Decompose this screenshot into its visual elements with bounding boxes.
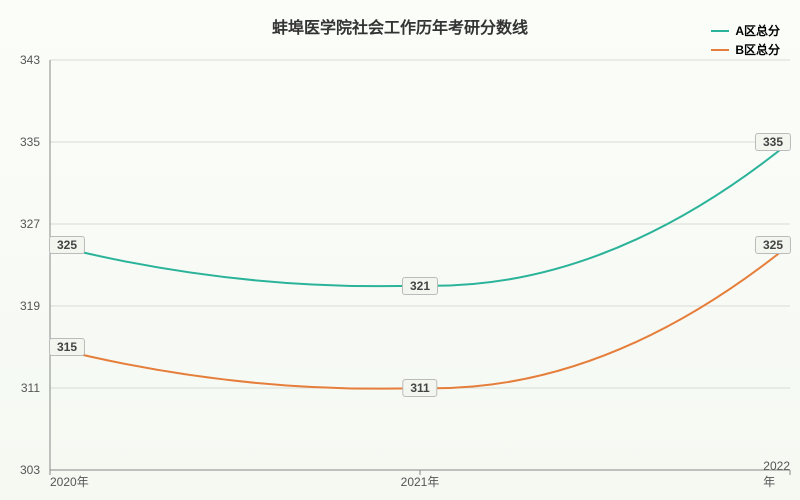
series-paths xyxy=(50,142,790,389)
ytick-label: 327 xyxy=(10,217,40,231)
chart-container: 蚌埠医学院社会工作历年考研分数线 A区总分 B区总分 3033113193273… xyxy=(0,0,800,500)
xtick-label: 2020年 xyxy=(50,473,89,490)
series-line xyxy=(50,142,790,286)
data-point-label: 335 xyxy=(755,133,791,151)
ytick-label: 335 xyxy=(10,135,40,149)
ytick-label: 303 xyxy=(10,463,40,477)
data-point-label: 325 xyxy=(755,236,791,254)
gridlines xyxy=(50,60,790,470)
data-point-label: 315 xyxy=(49,338,85,356)
xtick-label: 2021年 xyxy=(401,473,440,490)
ytick-label: 343 xyxy=(10,53,40,67)
series-line xyxy=(50,245,790,389)
data-point-label: 321 xyxy=(402,277,438,295)
chart-svg xyxy=(0,0,800,500)
ytick-label: 311 xyxy=(10,381,40,395)
data-point-label: 311 xyxy=(402,379,437,397)
data-point-label: 325 xyxy=(49,236,85,254)
ytick-label: 319 xyxy=(10,299,40,313)
xtick-label: 2022年 xyxy=(763,459,790,490)
